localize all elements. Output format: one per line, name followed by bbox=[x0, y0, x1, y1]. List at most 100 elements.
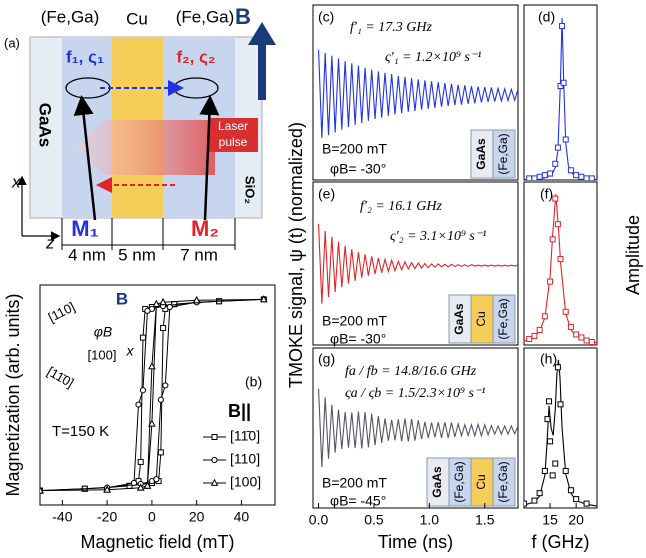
layer-label: (Fe,Ga) bbox=[496, 133, 510, 174]
annotation: f′₁ = 17.3 GHz bbox=[350, 20, 432, 35]
annotation: T=150 K bbox=[52, 423, 109, 440]
data-point bbox=[136, 483, 145, 491]
y-axis-label: TMOKE signal, ψ (t) (normalized) bbox=[286, 122, 306, 388]
data-point bbox=[546, 398, 553, 405]
data-point bbox=[162, 382, 169, 389]
data-line bbox=[524, 359, 597, 507]
annotation: φB= -30° bbox=[330, 331, 386, 347]
annotation: B=200 mT bbox=[322, 475, 387, 491]
data-point bbox=[588, 338, 595, 345]
annotation: ς′₁ = 1.2×10⁹ s⁻¹ bbox=[385, 50, 481, 65]
plot-area bbox=[524, 194, 597, 345]
x-tick-label: -20 bbox=[97, 509, 117, 525]
thickness-label: 7 nm bbox=[180, 245, 218, 264]
data-point bbox=[578, 173, 585, 180]
annotation: φB= -45° bbox=[330, 493, 386, 509]
x-tick-label: 1.0 bbox=[420, 512, 440, 528]
x-tick-label: 0.5 bbox=[364, 512, 384, 528]
data-point bbox=[547, 278, 554, 285]
x-tick-label: 20 bbox=[568, 512, 584, 528]
data-point bbox=[544, 416, 551, 423]
data-point bbox=[103, 485, 111, 493]
data-point bbox=[166, 303, 173, 311]
plot-area bbox=[317, 389, 518, 467]
data-point bbox=[552, 460, 559, 467]
data-point bbox=[536, 326, 543, 333]
data-point bbox=[148, 419, 156, 427]
data-point bbox=[557, 401, 564, 408]
data-point bbox=[531, 332, 538, 339]
magnetization-label: M₁ bbox=[71, 216, 98, 241]
field-arrow bbox=[248, 22, 276, 100]
data-point bbox=[573, 331, 580, 338]
data-point bbox=[157, 449, 164, 456]
inset-label: φB bbox=[94, 324, 112, 340]
legend-marker bbox=[211, 456, 218, 464]
field-label: B bbox=[235, 4, 251, 29]
data-point bbox=[567, 167, 574, 174]
data-point bbox=[559, 23, 566, 30]
panel-label: (c) bbox=[318, 9, 334, 25]
data-point bbox=[583, 337, 590, 344]
laser-label: pulse bbox=[219, 135, 248, 149]
plot-area bbox=[317, 49, 518, 138]
data-point bbox=[137, 458, 144, 465]
axis-label: x bbox=[11, 172, 21, 191]
laser-label: Laser bbox=[218, 119, 248, 133]
x-tick-label: 0.0 bbox=[309, 512, 329, 528]
data-point bbox=[524, 500, 527, 507]
data-point bbox=[541, 313, 548, 320]
legend-label: [100] bbox=[230, 474, 261, 490]
x-tick-label: 0 bbox=[148, 509, 156, 525]
substrate-label: GaAs bbox=[36, 103, 55, 147]
magnetization-arrow bbox=[199, 95, 220, 221]
plot-frame bbox=[523, 347, 598, 509]
magnetization-arrow bbox=[73, 95, 97, 221]
cap-label: SiO₂ bbox=[243, 176, 258, 204]
layer-label: (Fe,Ga) bbox=[41, 7, 100, 26]
plot-frame bbox=[39, 284, 276, 506]
data-point bbox=[139, 387, 147, 394]
y-axis-label: Magnetization (arb. units) bbox=[3, 293, 23, 496]
data-point bbox=[578, 334, 585, 341]
panel-label: (d) bbox=[538, 9, 555, 25]
data-point bbox=[562, 136, 569, 143]
panel-label: (a) bbox=[4, 35, 20, 50]
panel-label: (g) bbox=[318, 351, 335, 367]
data-point bbox=[526, 335, 533, 342]
x-tick-label: 1.5 bbox=[475, 512, 495, 528]
annotation: ς′₂ = 3.1×10⁹ s⁻¹ bbox=[390, 229, 486, 244]
panel-label: (h) bbox=[540, 351, 557, 367]
data-point bbox=[130, 479, 138, 487]
layer-label: (Fe,Ga) bbox=[452, 461, 466, 502]
layer-label: GaAs bbox=[430, 466, 444, 498]
data-point bbox=[573, 496, 580, 503]
annotation: φB= -30° bbox=[330, 161, 386, 177]
data-point bbox=[40, 486, 44, 494]
legend-title: B|| bbox=[228, 401, 251, 421]
legend-marker bbox=[211, 434, 218, 440]
legend-marker bbox=[210, 478, 219, 486]
legend-label: [110] bbox=[230, 451, 260, 467]
data-point bbox=[552, 160, 559, 167]
diagram: Laser pulse (a) (Fe,Ga) Cu (Fe,Ga) B f₁,… bbox=[4, 4, 276, 264]
data-point bbox=[531, 497, 538, 504]
layer-label: Cu bbox=[474, 311, 488, 326]
layer-label: Cu bbox=[126, 9, 148, 28]
data-point bbox=[549, 472, 556, 479]
data-point bbox=[547, 438, 554, 445]
data-point bbox=[562, 308, 569, 315]
data-line bbox=[317, 389, 518, 467]
laser-box bbox=[208, 118, 258, 152]
panel-label: (e) bbox=[318, 186, 335, 202]
data-point bbox=[159, 297, 167, 306]
layer-label: Cu bbox=[474, 474, 488, 489]
annotation: f′₂ = 16.1 GHz bbox=[360, 199, 442, 214]
data-point bbox=[157, 396, 164, 403]
data-point bbox=[557, 83, 564, 90]
layer-label: (Fe,Ga) bbox=[496, 298, 510, 339]
data-line bbox=[317, 223, 518, 304]
data-point bbox=[259, 295, 268, 303]
layer-box bbox=[492, 457, 516, 507]
x-axis-label: f (GHz) bbox=[532, 532, 590, 552]
